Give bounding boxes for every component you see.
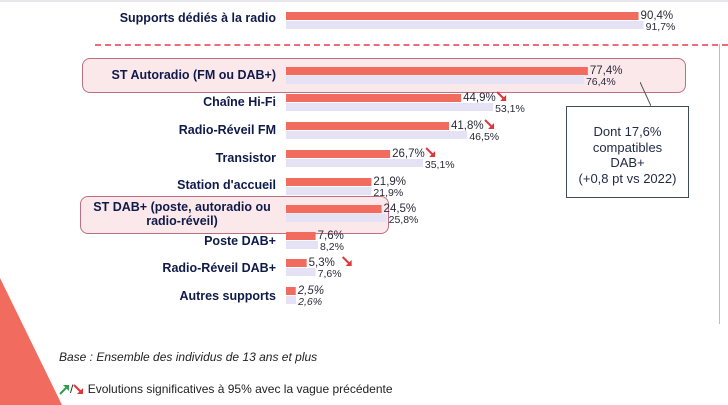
significant-down-arrow-icon bbox=[425, 147, 436, 157]
significant-down-arrow-icon bbox=[496, 91, 507, 101]
bar-current bbox=[286, 150, 391, 158]
bar-current bbox=[286, 12, 639, 20]
value-label-previous: 21,9% bbox=[373, 187, 404, 199]
decorative-triangle bbox=[0, 278, 62, 405]
bar-previous bbox=[286, 187, 372, 195]
value-label-previous: 35,1% bbox=[424, 159, 455, 171]
callout-line-3: DAB+ bbox=[610, 155, 645, 170]
value-label-previous: 91,7% bbox=[645, 21, 676, 33]
significance-legend: / Evolutions significatives à 95% avec l… bbox=[59, 382, 393, 396]
bar-previous bbox=[286, 76, 584, 84]
arrow-up-icon bbox=[59, 385, 69, 396]
dashed-separator bbox=[95, 44, 728, 46]
base-footnote: Base : Ensemble des individus de 13 ans … bbox=[59, 350, 318, 364]
value-label-current: 44,9% bbox=[463, 92, 496, 104]
category-label: ST Autoradio (FM ou DAB+) bbox=[111, 68, 276, 82]
category-label: ST DAB+ (poste, autoradio ou radio-révei… bbox=[93, 200, 271, 228]
value-label-previous: 76,4% bbox=[585, 76, 616, 88]
category-label: Poste DAB+ bbox=[204, 234, 276, 248]
significant-down-arrow-icon bbox=[484, 119, 495, 129]
value-label-current: 90,4% bbox=[640, 10, 674, 22]
bar-current bbox=[286, 287, 296, 295]
bar-current bbox=[286, 205, 382, 213]
callout-line-2: compatibles bbox=[592, 139, 663, 155]
category-label: Station d'accueil bbox=[177, 178, 276, 192]
dab-callout: Dont 17,6% compatibles DAB+ (+0,8 pt vs … bbox=[566, 106, 689, 198]
bar-previous bbox=[286, 296, 297, 304]
legend-separator: / bbox=[70, 382, 74, 396]
category-label: Supports dédiés à la radio bbox=[119, 11, 276, 25]
bar-previous bbox=[286, 159, 423, 167]
category-label: Radio-Réveil FM bbox=[178, 123, 276, 137]
value-label-current: 5,3% bbox=[308, 257, 335, 269]
bar-current bbox=[286, 259, 307, 267]
legend-text: Evolutions significatives à 95% avec la … bbox=[87, 382, 393, 396]
arrow-down-icon bbox=[73, 384, 84, 395]
category-label: Autres supports bbox=[179, 289, 276, 303]
significant-down-arrow-icon bbox=[341, 256, 352, 266]
value-label-current: 7,6% bbox=[317, 230, 344, 242]
bar-previous bbox=[286, 241, 318, 249]
value-label-current: 41,8% bbox=[451, 120, 484, 132]
value-label-current: 24,5% bbox=[383, 203, 417, 215]
right-rule bbox=[719, 44, 720, 324]
category-label: Transistor bbox=[215, 151, 276, 165]
category-label: Radio-Réveil DAB+ bbox=[162, 261, 276, 275]
top-divider bbox=[0, 0, 728, 2]
callout-connector bbox=[640, 82, 651, 106]
value-label-previous: 8,2% bbox=[319, 241, 344, 253]
value-label-current: 21,9% bbox=[373, 176, 407, 188]
bar-previous bbox=[286, 103, 494, 111]
value-label-current: 77,4% bbox=[589, 65, 623, 77]
bar-current bbox=[286, 94, 462, 102]
category-label: Chaîne Hi-Fi bbox=[203, 95, 276, 109]
callout-line-1: Dont 17,6% bbox=[593, 124, 662, 139]
bar-previous bbox=[286, 21, 644, 29]
value-label-previous: 25,8% bbox=[388, 214, 419, 226]
bar-current bbox=[286, 122, 450, 130]
value-label-previous: 7,6% bbox=[317, 268, 342, 280]
bar-current bbox=[286, 178, 372, 186]
highlight-box bbox=[82, 58, 686, 93]
bar-current bbox=[286, 67, 588, 75]
value-label-previous: 53,1% bbox=[495, 103, 525, 115]
bar-previous bbox=[286, 268, 316, 276]
value-label-current: 2,5% bbox=[297, 285, 324, 297]
value-label-previous: 2,6% bbox=[298, 296, 323, 308]
bar-current bbox=[286, 232, 316, 240]
bar-previous bbox=[286, 131, 468, 139]
value-label-current: 26,7% bbox=[392, 148, 425, 160]
bar-previous bbox=[286, 214, 387, 222]
callout-line-4: (+0,8 pt vs 2022) bbox=[578, 170, 677, 186]
value-label-previous: 46,5% bbox=[469, 131, 500, 143]
